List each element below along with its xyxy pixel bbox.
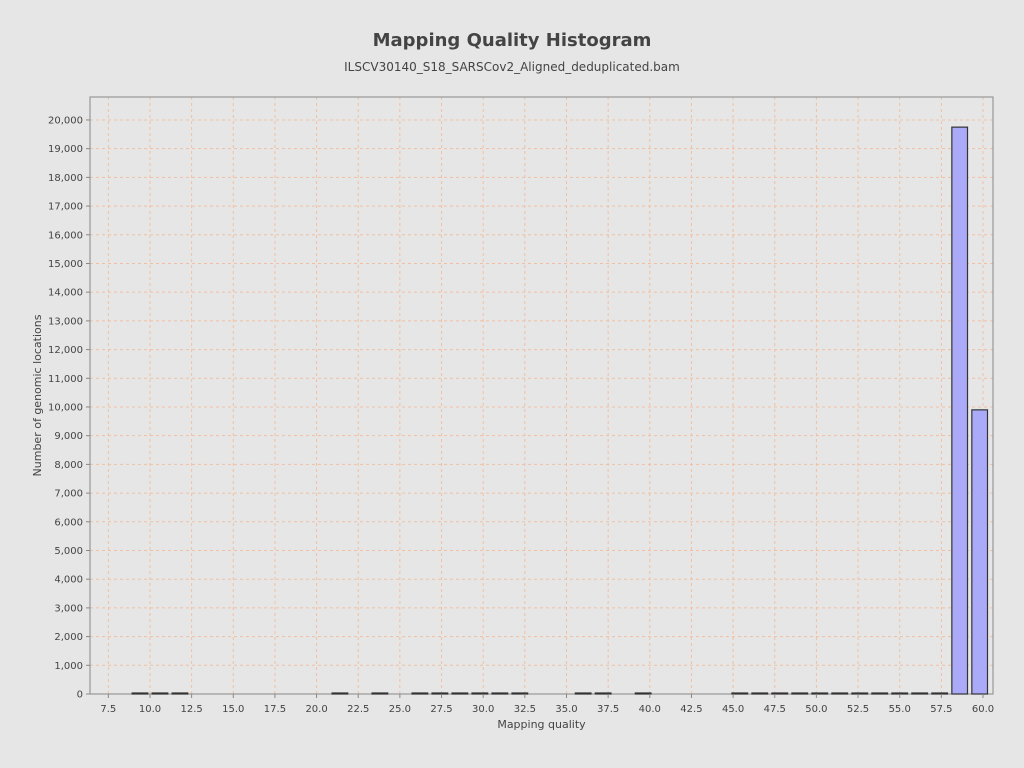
histogram-bar [471, 692, 489, 695]
x-tick-label: 40.0 [639, 704, 661, 715]
x-tick-label: 7.5 [100, 704, 116, 715]
histogram-bar [931, 692, 949, 695]
x-tick-label: 25.0 [389, 704, 411, 715]
y-tick-label: 1,000 [54, 661, 83, 672]
plot-area [89, 96, 994, 695]
x-tick-label: 55.0 [889, 704, 911, 715]
x-tick-label: 42.5 [680, 704, 702, 715]
histogram-bar [831, 692, 849, 695]
x-tick-label: 12.5 [180, 704, 202, 715]
y-tick-label: 12,000 [48, 345, 83, 356]
x-tick-label: 15.0 [222, 704, 244, 715]
y-axis: 0 1,000 2,000 3,000 4,000 5,000 6,000 7,000 8,00… [48, 115, 90, 701]
y-tick-label: 8,000 [54, 460, 83, 471]
histogram-bar [171, 692, 189, 695]
x-tick-label: 32.5 [514, 704, 536, 715]
y-tick-label: 2,000 [54, 632, 83, 643]
histogram-bar [511, 692, 529, 695]
x-tick-label: 30.0 [472, 704, 494, 715]
y-tick-label: 20,000 [48, 115, 83, 126]
x-tick-label: 45.0 [722, 704, 744, 715]
x-tick-label: 22.5 [347, 704, 369, 715]
x-tick-label: 57.5 [930, 704, 952, 715]
x-tick-label: 60.0 [972, 704, 994, 715]
histogram-bar [891, 692, 909, 695]
histogram-bar [431, 692, 449, 695]
x-tick-label: 35.0 [555, 704, 577, 715]
histogram-bar [951, 126, 969, 695]
x-tick-label: 10.0 [139, 704, 161, 715]
histogram-bar [751, 692, 769, 695]
histogram-bar [491, 692, 509, 695]
y-tick-label: 14,000 [48, 288, 83, 299]
histogram-bar [731, 692, 749, 695]
y-tick-label: 13,000 [48, 316, 83, 327]
x-tick-label: 52.5 [847, 704, 869, 715]
y-tick-label: 3,000 [54, 603, 83, 614]
chart-title: Mapping Quality Histogram [372, 30, 652, 51]
y-tick-label: 4,000 [54, 575, 83, 586]
y-axis-label: Number of genomic locations [31, 314, 44, 476]
y-tick-label: 7,000 [54, 489, 83, 500]
histogram-bar [791, 692, 809, 695]
y-tick-label: 17,000 [48, 202, 83, 213]
x-axis: 7.5 10.0 12.5 15.0 17.5 20.0 22.5 25.0 27.5 30.0 3… [100, 694, 994, 715]
y-tick-label: 10,000 [48, 402, 83, 413]
histogram-bar [131, 692, 149, 695]
histogram-bar [451, 692, 469, 695]
x-tick-label: 47.5 [764, 704, 786, 715]
histogram-bar [811, 692, 829, 695]
x-axis-label: Mapping quality [497, 718, 586, 731]
histogram-bar [871, 692, 889, 695]
y-tick-label: 15,000 [48, 259, 83, 270]
y-tick-label: 16,000 [48, 230, 83, 241]
histogram-bar [371, 692, 389, 695]
chart-subtitle: ILSCV30140_S18_SARSCov2_Aligned_deduplic… [344, 60, 680, 74]
histogram-bar [851, 692, 869, 695]
histogram-bar [911, 692, 929, 695]
histogram-bar [411, 692, 429, 695]
grid-lines [90, 97, 993, 694]
x-tick-label: 17.5 [264, 704, 286, 715]
bars [131, 126, 989, 695]
histogram-bar [971, 409, 989, 695]
x-tick-label: 27.5 [430, 704, 452, 715]
y-tick-label: 18,000 [48, 173, 83, 184]
histogram-bar [151, 692, 169, 695]
x-tick-label: 20.0 [305, 704, 327, 715]
x-tick-label: 50.0 [805, 704, 827, 715]
y-tick-label: 9,000 [54, 431, 83, 442]
y-tick-label: 11,000 [48, 374, 83, 385]
y-tick-label: 6,000 [54, 517, 83, 528]
x-tick-label: 37.5 [597, 704, 619, 715]
y-tick-label: 19,000 [48, 144, 83, 155]
y-tick-label: 5,000 [54, 546, 83, 557]
histogram-bar [574, 692, 592, 695]
histogram-bar [771, 692, 789, 695]
y-tick-label: 0 [77, 690, 83, 701]
histogram-bar [331, 692, 349, 695]
histogram-bar [634, 692, 652, 695]
histogram-bar [594, 692, 612, 695]
